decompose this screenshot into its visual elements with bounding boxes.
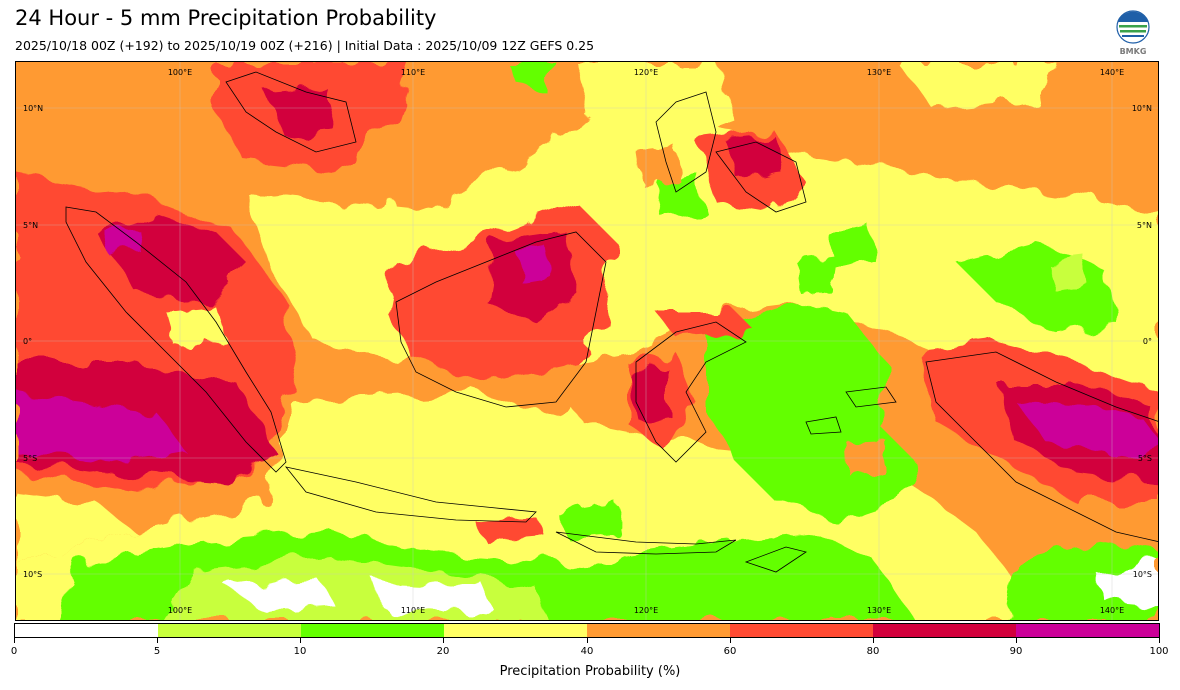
graticule-labels: 100°E 110°E 120°E 130°E 140°E 100°E 110°… <box>23 68 1152 615</box>
lon-label-top: 140°E <box>1100 68 1124 77</box>
colorbar-segment <box>873 624 1016 637</box>
colorbar-segment <box>158 624 301 637</box>
lon-label-bottom: 110°E <box>401 606 425 615</box>
colorbar-tick-label: 5 <box>153 646 161 657</box>
lat-label-right: 5°S <box>1138 454 1152 463</box>
logo-lettering: BMKG <box>1120 47 1147 56</box>
colorbar-tick <box>1016 638 1017 643</box>
lat-label-right: 0° <box>1143 337 1152 346</box>
colorbar <box>14 623 1160 638</box>
colorbar-segment <box>301 624 444 637</box>
lat-label-left: 5°S <box>23 454 37 463</box>
lon-label-top: 130°E <box>867 68 891 77</box>
lat-label-right: 10°S <box>1133 570 1152 579</box>
colorbar-tick <box>443 638 444 643</box>
colorbar-tick-label: 80 <box>866 646 880 657</box>
map-subtitle: 2025/10/18 00Z (+192) to 2025/10/19 00Z … <box>15 38 595 53</box>
colorbar-tick <box>300 638 301 643</box>
lat-label-left: 5°N <box>23 221 38 230</box>
colorbar-segment <box>587 624 730 637</box>
colorbar-tick <box>157 638 158 643</box>
lon-label-top: 110°E <box>401 68 425 77</box>
colorbar-tick-label: 0 <box>10 646 18 657</box>
lon-label-bottom: 120°E <box>634 606 658 615</box>
colorbar-tick <box>587 638 588 643</box>
colorbar-tick-label: 100 <box>1149 646 1169 657</box>
colorbar-tick <box>873 638 874 643</box>
lat-label-left: 0° <box>23 337 32 346</box>
colorbar-tick-label: 20 <box>436 646 450 657</box>
colorbar-label: Precipitation Probability (%) <box>499 664 681 679</box>
probability-field-detail <box>166 147 886 537</box>
colorbar-segment <box>15 624 158 637</box>
lat-label-left: 10°N <box>23 104 43 113</box>
lon-label-top: 120°E <box>634 68 658 77</box>
colorbar-segment <box>1016 624 1159 637</box>
colorbar-segment <box>444 624 587 637</box>
map-gridlines <box>16 62 1158 620</box>
colorbar-tick <box>1159 638 1160 643</box>
colorbar-tick-label: 40 <box>580 646 594 657</box>
bmkg-logo: BMKG <box>1113 10 1153 56</box>
lon-label-bottom: 140°E <box>1100 606 1124 615</box>
coastlines <box>65 71 1158 573</box>
colorbar-ticks: 0 5 10 20 40 60 80 90 100 <box>10 638 1169 662</box>
lat-label-right: 5°N <box>1137 221 1152 230</box>
lon-label-bottom: 130°E <box>867 606 891 615</box>
precipitation-map: 100°E 110°E 120°E 130°E 140°E 100°E 110°… <box>15 61 1159 621</box>
colorbar-tick-label: 10 <box>293 646 307 657</box>
lon-label-bottom: 100°E <box>168 606 192 615</box>
lat-label-right: 10°N <box>1132 104 1152 113</box>
lat-label-left: 10°S <box>23 570 42 579</box>
colorbar-segment <box>730 624 873 637</box>
probability-field <box>16 62 1158 620</box>
colorbar-tick <box>14 638 15 643</box>
colorbar-tick-label: 90 <box>1009 646 1023 657</box>
map-title: 24 Hour - 5 mm Precipitation Probability <box>15 6 437 30</box>
colorbar-tick <box>730 638 731 643</box>
colorbar-tick-label: 60 <box>723 646 737 657</box>
lon-label-top: 100°E <box>168 68 192 77</box>
